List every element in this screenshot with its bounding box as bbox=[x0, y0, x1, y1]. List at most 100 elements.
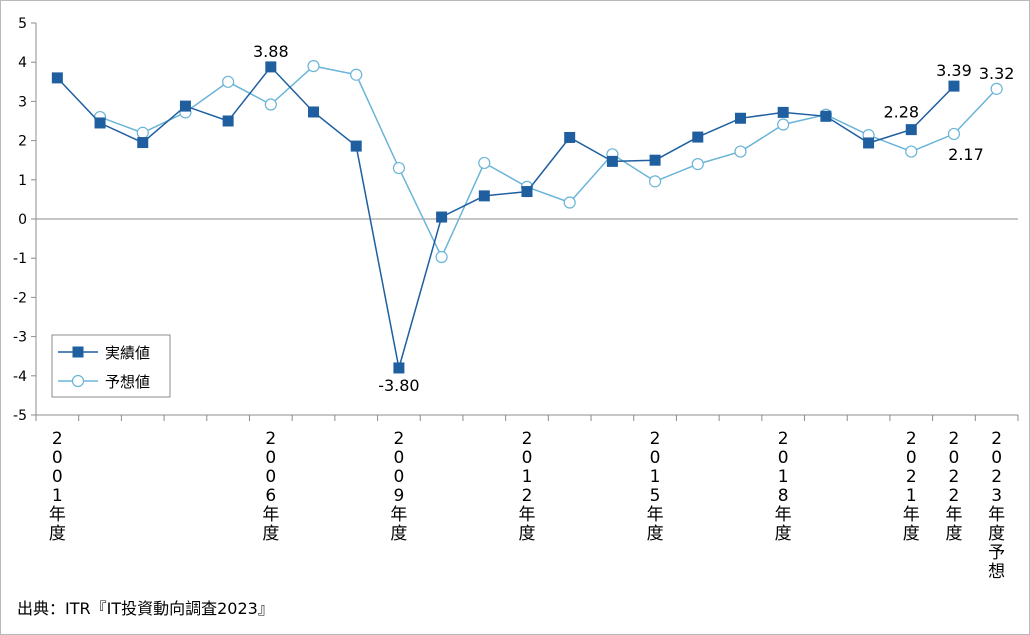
y-tick-label: -4 bbox=[13, 369, 27, 385]
y-tick-label: 2 bbox=[18, 134, 27, 150]
x-tick-char: 0 bbox=[522, 448, 533, 468]
point-actual bbox=[521, 186, 533, 198]
point-actual bbox=[94, 117, 106, 129]
point-actual bbox=[692, 131, 704, 143]
x-tick-char: 0 bbox=[265, 448, 276, 468]
x-tick-char: 2 bbox=[393, 429, 404, 449]
legend-box bbox=[51, 334, 171, 398]
point-forecast bbox=[563, 196, 576, 209]
point-actual bbox=[905, 124, 917, 136]
series-group bbox=[51, 60, 1003, 374]
y-tick-label: -5 bbox=[13, 408, 27, 424]
x-tick-char: 2 bbox=[906, 429, 917, 449]
point-actual bbox=[777, 106, 789, 118]
x-tick-char: 度 bbox=[647, 524, 664, 544]
y-tick-label: 5 bbox=[18, 16, 27, 32]
x-tick-char: 年 bbox=[988, 505, 1005, 525]
point-forecast bbox=[990, 82, 1003, 95]
x-tick-char: 1 bbox=[906, 486, 917, 506]
x-tick-char: 度 bbox=[49, 524, 66, 544]
point-forecast bbox=[691, 158, 704, 171]
series-line-forecast bbox=[99, 65, 998, 259]
legend-label-actual: 実績値 bbox=[105, 344, 150, 362]
point-forecast bbox=[947, 127, 961, 141]
data-label: 3.39 bbox=[936, 61, 972, 80]
x-tick-char: 6 bbox=[265, 486, 276, 506]
x-tick-char: 年 bbox=[647, 505, 664, 525]
point-actual bbox=[179, 100, 191, 112]
x-tick-char: 2 bbox=[522, 429, 533, 449]
x-tick-char: 0 bbox=[906, 448, 917, 468]
x-tick-char: 予 bbox=[988, 543, 1005, 563]
x-tick-char: 3 bbox=[991, 486, 1002, 506]
x-tick-char: 年 bbox=[945, 505, 962, 525]
x-tick-char: 0 bbox=[949, 448, 960, 468]
x-tick-char: 2 bbox=[991, 429, 1002, 449]
y-tick-label: 4 bbox=[18, 55, 27, 71]
x-tick-char: 8 bbox=[778, 486, 789, 506]
x-tick-char: 年 bbox=[49, 505, 66, 525]
y-tick-label: 0 bbox=[18, 212, 27, 228]
x-tick-char: 1 bbox=[522, 467, 533, 487]
point-actual bbox=[393, 362, 405, 374]
x-tick-char: 2 bbox=[522, 486, 533, 506]
point-forecast bbox=[777, 118, 790, 131]
x-tick-char: 度 bbox=[519, 524, 536, 544]
x-tick-char: 2 bbox=[906, 467, 917, 487]
x-tick-char: 0 bbox=[650, 448, 661, 468]
x-tick-char: 度 bbox=[775, 524, 792, 544]
series-line-actual bbox=[56, 65, 955, 369]
x-tick-char: 2 bbox=[650, 429, 661, 449]
y-tick-label: 1 bbox=[18, 173, 27, 189]
x-tick-char: 2 bbox=[949, 467, 960, 487]
point-actual bbox=[137, 137, 149, 149]
y-tick-label: -1 bbox=[13, 251, 27, 267]
point-forecast bbox=[350, 68, 363, 81]
point-actual bbox=[436, 211, 448, 223]
x-tick-char: 1 bbox=[52, 486, 63, 506]
y-tick-label: -3 bbox=[13, 330, 27, 346]
point-forecast bbox=[136, 126, 149, 139]
x-tick-char: 5 bbox=[650, 486, 661, 506]
x-tick-char: 1 bbox=[778, 467, 789, 487]
data-label: 2.28 bbox=[883, 103, 919, 122]
x-tick-char: 2 bbox=[949, 486, 960, 506]
point-forecast bbox=[222, 75, 235, 88]
point-actual bbox=[649, 154, 661, 166]
point-forecast bbox=[648, 175, 662, 188]
point-actual bbox=[222, 115, 234, 127]
data-label: -3.80 bbox=[378, 376, 419, 395]
point-actual bbox=[863, 137, 875, 149]
x-tick-char: 度 bbox=[262, 524, 279, 544]
point-actual bbox=[948, 80, 960, 92]
x-tick-char: 1 bbox=[650, 467, 661, 487]
point-actual bbox=[308, 106, 320, 118]
x-tick-char: 9 bbox=[393, 486, 404, 506]
point-forecast bbox=[435, 250, 448, 264]
legend-marker-forecast bbox=[71, 374, 85, 388]
x-tick-char: 0 bbox=[778, 448, 789, 468]
x-tick-char: 年 bbox=[775, 505, 792, 525]
x-tick-char: 0 bbox=[265, 467, 276, 487]
y-tick-labels: 5 4 3 2 1 0 -1 -2 -3 -4 -5 bbox=[13, 16, 27, 424]
point-actual bbox=[606, 155, 618, 167]
data-label: 3.88 bbox=[253, 42, 289, 61]
legend-marker-actual bbox=[72, 346, 84, 358]
x-tick-char: 度 bbox=[945, 524, 962, 544]
point-forecast bbox=[307, 60, 320, 73]
x-tick-char: 2 bbox=[265, 429, 276, 449]
x-tick-char: 2 bbox=[991, 467, 1002, 487]
x-tick-char: 0 bbox=[52, 467, 63, 487]
x-tick-char: 年 bbox=[519, 505, 536, 525]
source-note: 出典：ITR『IT投資動向調査2023』 bbox=[17, 599, 274, 618]
point-forecast bbox=[734, 145, 747, 158]
point-forecast bbox=[392, 161, 406, 175]
x-tick-char: 2 bbox=[778, 429, 789, 449]
x-tick-char: 0 bbox=[991, 448, 1002, 468]
point-actual bbox=[734, 112, 746, 124]
x-tick-char: 0 bbox=[393, 467, 404, 487]
data-label: 3.32 bbox=[979, 64, 1015, 83]
x-tick-char: 0 bbox=[52, 448, 63, 468]
